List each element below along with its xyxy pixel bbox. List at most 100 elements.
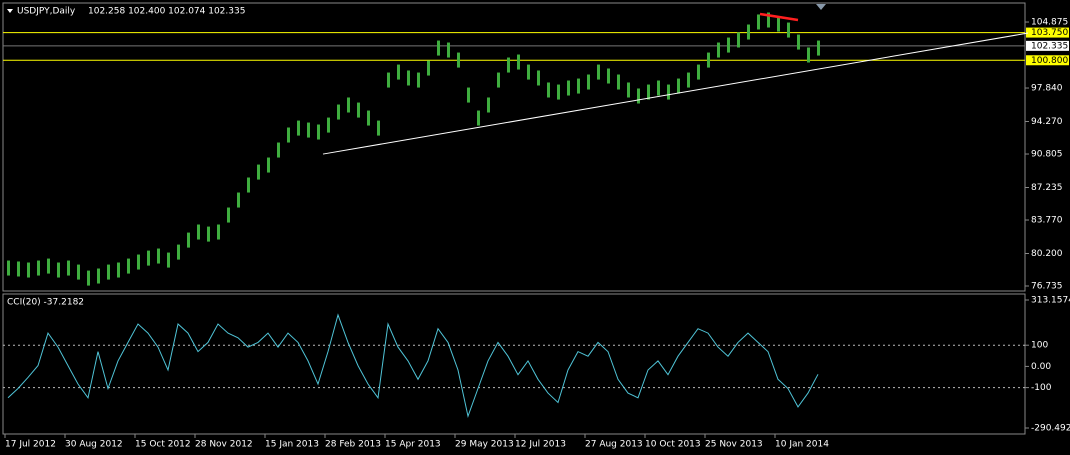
level-label: 102.335 (1031, 41, 1068, 51)
price-bar (657, 80, 660, 96)
x-tick-label: 27 Aug 2013 (585, 440, 643, 450)
price-bar (417, 72, 420, 88)
price-bar (257, 164, 260, 180)
price-bar (667, 84, 670, 100)
price-bar (527, 64, 530, 80)
y-tick-label: 83.770 (1031, 216, 1063, 226)
x-tick-label: 15 Apr 2013 (385, 440, 441, 450)
price-bar (547, 82, 550, 98)
price-bar (497, 72, 500, 88)
price-bar (97, 268, 100, 284)
price-bar (777, 16, 780, 32)
price-bar (217, 224, 220, 240)
x-tick-label: 28 Feb 2013 (325, 440, 381, 450)
price-bar (437, 40, 440, 56)
price-bar (397, 64, 400, 80)
price-bar (377, 120, 380, 136)
symbol-title: USDJPY,Daily (17, 7, 76, 17)
x-tick-label: 15 Jan 2013 (265, 440, 319, 450)
price-bar (817, 40, 820, 56)
x-tick-label: 30 Aug 2012 (65, 440, 123, 450)
indicator-title: CCI(20) -37.2182 (7, 298, 84, 308)
y-tick-label: 100 (1031, 341, 1048, 351)
price-bar (137, 254, 140, 270)
price-bar (287, 127, 290, 143)
x-tick-label: 10 Oct 2013 (645, 440, 701, 450)
level-tag (1026, 27, 1069, 38)
price-bar (87, 270, 90, 286)
price-bar (357, 102, 360, 118)
price-bar (427, 60, 430, 76)
x-tick-label: 29 May 2013 (455, 440, 514, 450)
shift-marker (816, 4, 826, 10)
level-label: 100.800 (1031, 56, 1068, 66)
price-bar (197, 224, 200, 240)
price-bar (697, 64, 700, 80)
x-tick-label: 17 Jul 2012 (5, 440, 56, 450)
price-bar (337, 104, 340, 120)
price-bar (407, 70, 410, 86)
price-bar (227, 207, 230, 223)
quote: 102.258 102.400 102.074 102.335 (88, 7, 245, 17)
price-bar (727, 37, 730, 53)
price-bar (147, 250, 150, 266)
price-bar (707, 52, 710, 68)
price-bar (67, 260, 70, 276)
price-bar (637, 88, 640, 104)
price-bar (467, 87, 470, 103)
price-bar (717, 42, 720, 58)
price-bar (737, 32, 740, 48)
price-bar (47, 258, 50, 274)
price-bar (277, 142, 280, 158)
price-bar (107, 264, 110, 280)
x-tick-label: 10 Jan 2014 (775, 440, 829, 450)
price-bar (447, 42, 450, 58)
price-bar (767, 12, 770, 28)
price-bar (617, 74, 620, 90)
y-tick-label: 80.200 (1031, 249, 1063, 259)
price-bar (187, 232, 190, 248)
price-bar (17, 261, 20, 277)
price-bar (347, 97, 350, 113)
price-bar (317, 124, 320, 140)
price-bar (747, 24, 750, 40)
price-bar (267, 157, 270, 173)
trendline (322, 32, 1029, 155)
level-tag (1026, 55, 1069, 66)
y-tick-label: 94.270 (1031, 117, 1063, 127)
price-bar (537, 70, 540, 86)
trendline (759, 12, 799, 22)
price-bar (367, 110, 370, 126)
price-bar (7, 260, 10, 276)
y-tick-label: -290.4925 (1031, 424, 1070, 434)
level-tag (1026, 40, 1069, 51)
x-tick-label: 15 Oct 2012 (135, 440, 191, 450)
price-bar (627, 82, 630, 98)
menu-arrow (7, 9, 13, 13)
price-bar (157, 248, 160, 264)
price-bar (207, 226, 210, 242)
price-bar (487, 97, 490, 113)
price-bar (517, 54, 520, 70)
price-bar (647, 84, 650, 100)
price-bar (477, 110, 480, 126)
price-bar (237, 192, 240, 208)
price-bar (677, 78, 680, 94)
price-bar (787, 22, 790, 38)
y-tick-label: 104.875 (1031, 18, 1068, 28)
price-bar (247, 177, 250, 193)
y-tick-label: 0.00 (1031, 362, 1051, 372)
indicator-frame (2, 293, 1026, 435)
price-bar (57, 262, 60, 278)
price-frame (2, 2, 1026, 292)
y-tick-label: 313.1574 (1031, 296, 1070, 306)
y-tick-label: 76.735 (1031, 282, 1063, 292)
price-bar (457, 52, 460, 68)
price-bar (37, 260, 40, 276)
price-bar (797, 34, 800, 50)
price-bar (387, 72, 390, 88)
price-bar (177, 244, 180, 260)
x-tick-label: 12 Jul 2013 (515, 440, 566, 450)
